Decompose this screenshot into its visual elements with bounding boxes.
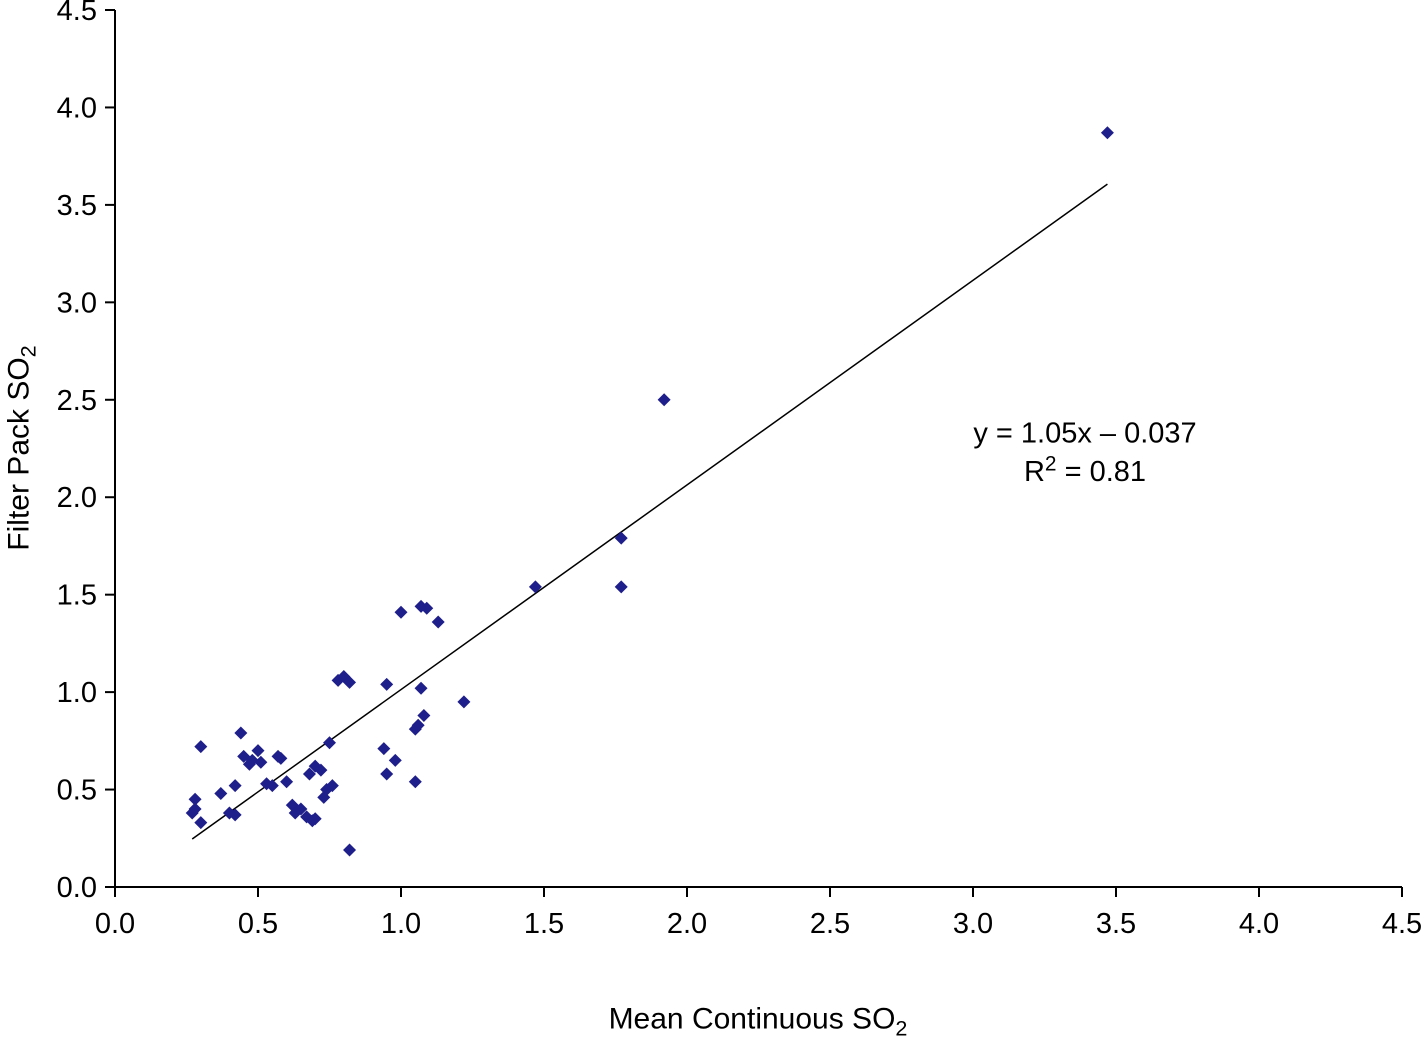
y-axis-title-subscript: 2 bbox=[15, 345, 41, 358]
x-axis-title-text: Mean Continuous SO bbox=[608, 1002, 896, 1036]
svg-text:0.0: 0.0 bbox=[57, 872, 97, 904]
svg-text:3.0: 3.0 bbox=[57, 287, 97, 319]
svg-text:4.5: 4.5 bbox=[57, 0, 97, 27]
y-axis-title: Filter Pack SO2 bbox=[3, 345, 42, 550]
svg-text:2.5: 2.5 bbox=[810, 908, 850, 940]
y-axis-title-text: Filter Pack SO bbox=[2, 357, 36, 551]
regression-r-squared: R2 = 0.81 bbox=[1023, 452, 1147, 489]
svg-text:1.0: 1.0 bbox=[381, 908, 421, 940]
svg-text:4.0: 4.0 bbox=[1239, 908, 1279, 940]
svg-text:4.0: 4.0 bbox=[57, 92, 97, 124]
svg-text:4.5: 4.5 bbox=[1382, 908, 1422, 940]
svg-text:2.5: 2.5 bbox=[57, 385, 97, 417]
x-axis-title-subscript: 2 bbox=[895, 1015, 908, 1041]
svg-text:1.5: 1.5 bbox=[57, 580, 97, 612]
svg-text:0.0: 0.0 bbox=[95, 908, 135, 940]
svg-text:3.5: 3.5 bbox=[1096, 908, 1136, 940]
svg-text:2.0: 2.0 bbox=[667, 908, 707, 940]
svg-text:3.0: 3.0 bbox=[953, 908, 993, 940]
svg-text:0.5: 0.5 bbox=[238, 908, 278, 940]
svg-text:0.5: 0.5 bbox=[57, 775, 97, 807]
svg-text:1.0: 1.0 bbox=[57, 677, 97, 709]
svg-text:1.5: 1.5 bbox=[524, 908, 564, 940]
regression-annotation: y = 1.05x – 0.037 R2 = 0.81 bbox=[973, 415, 1196, 490]
svg-text:3.5: 3.5 bbox=[57, 190, 97, 222]
x-axis-title: Mean Continuous SO2 bbox=[609, 1003, 908, 1042]
regression-equation: y = 1.05x – 0.037 bbox=[973, 417, 1197, 450]
svg-text:2.0: 2.0 bbox=[57, 482, 97, 514]
